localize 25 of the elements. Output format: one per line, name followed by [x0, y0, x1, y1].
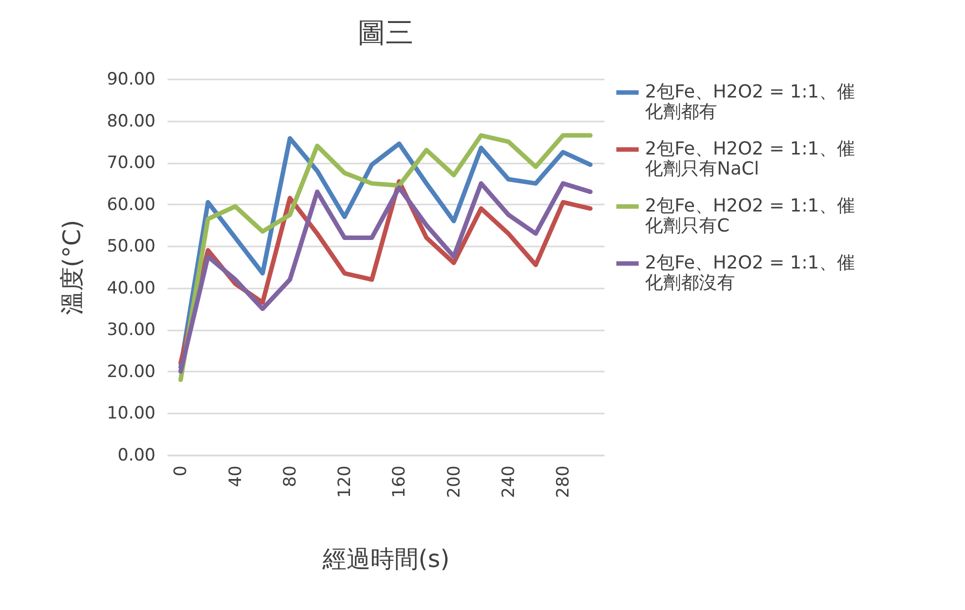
legend-label: 2包Fe、H2O2 = 1:1、催化劑只有NaCl: [645, 138, 855, 180]
y-tick-label: 20.00: [106, 362, 156, 382]
x-tick-label: 160: [390, 466, 410, 498]
y-tick-label: 80.00: [106, 111, 156, 132]
x-tick-label: 40: [226, 466, 246, 488]
x-axis-title: 經過時間(s): [321, 544, 450, 573]
legend-label: 2包Fe、H2O2 = 1:1、催化劑只有C: [645, 196, 855, 236]
x-tick-label: 240: [498, 466, 519, 498]
y-tick-label: 50.00: [106, 236, 156, 257]
chart-title: 圖三: [358, 16, 414, 49]
legend-label: 2包Fe、H2O2 = 1:1、催化劑都沒有: [645, 252, 855, 294]
x-tick-label: 280: [554, 466, 574, 498]
x-tick-label: 120: [335, 466, 356, 498]
y-tick-label: 70.00: [106, 153, 156, 174]
x-tick-label: 0: [171, 466, 192, 476]
x-tick-label: 200: [444, 466, 464, 498]
legend-label: 2包Fe、H2O2 = 1:1、催化劑都有: [645, 82, 855, 122]
y-tick-label: 60.00: [106, 194, 156, 215]
y-tick-label: 90.00: [106, 70, 156, 90]
y-tick-label: 40.00: [106, 278, 156, 298]
x-tick-label: 80: [280, 466, 300, 488]
y-tick-label: 10.00: [106, 404, 156, 424]
y-tick-label: 0.00: [118, 446, 156, 466]
y-axis-title: 溫度(°C): [58, 220, 86, 316]
y-tick-label: 30.00: [106, 320, 156, 340]
